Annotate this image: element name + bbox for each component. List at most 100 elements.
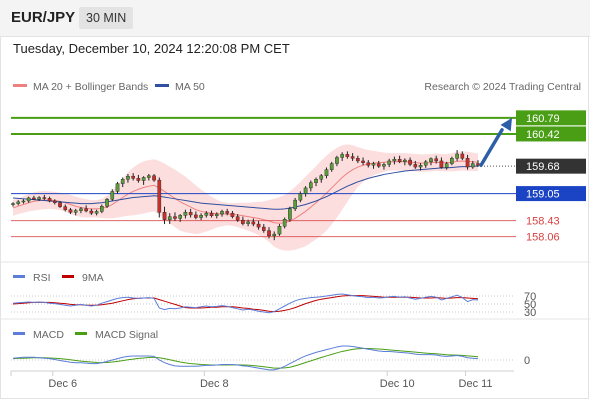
- forecast-arrow-shaft: [479, 128, 504, 168]
- candle-body: [340, 154, 344, 158]
- candle-body: [308, 182, 313, 189]
- macd-legend-swatch: [13, 332, 25, 335]
- target-level-tag: [516, 110, 586, 126]
- candle-body: [52, 200, 57, 203]
- ma50-legend-swatch: [155, 84, 169, 87]
- candle-body: [209, 212, 214, 216]
- candle-body: [235, 216, 240, 221]
- candle-body: [162, 212, 167, 220]
- last-price-tag: [516, 158, 586, 174]
- rsi-tick-label: 30: [524, 307, 536, 319]
- rsi-ma-legend-label: 9MA: [82, 272, 104, 284]
- candle-body: [47, 198, 52, 202]
- candle-body: [397, 158, 402, 163]
- x-tick-label: Dec 6: [48, 378, 77, 390]
- candle-body: [115, 183, 120, 192]
- candle-body: [282, 219, 287, 227]
- timestamp: Tuesday, December 10, 2024 12:20:08 PM C…: [13, 41, 290, 56]
- pivot-level-label: 159.05: [526, 189, 560, 201]
- candle-body: [136, 178, 141, 181]
- ma50-line: [12, 165, 478, 210]
- rsi-ma-legend-swatch: [62, 275, 74, 278]
- candle-body: [199, 215, 203, 218]
- candle-body: [42, 197, 47, 199]
- candle-body: [58, 202, 62, 207]
- candle-body: [89, 210, 94, 214]
- price-levels: [11, 116, 516, 238]
- macd-signal-line: [12, 348, 479, 369]
- candlesticks: [11, 150, 480, 241]
- candle-body: [371, 163, 376, 166]
- candle-body: [476, 163, 480, 166]
- candle-body: [387, 160, 391, 165]
- x-axis: Dec 6 Dec 8 Dec 10 Dec 11: [10, 371, 493, 390]
- support-level-label: 158.43: [526, 216, 560, 228]
- candle-body: [246, 221, 250, 224]
- candle-body: [335, 157, 339, 164]
- candle-body: [277, 226, 282, 235]
- candle-body: [178, 215, 183, 219]
- candle-body: [230, 212, 235, 217]
- macd-signal-legend-label: MACD Signal: [95, 329, 158, 341]
- candle-body: [366, 162, 371, 166]
- candle-body: [37, 197, 41, 200]
- candle-body: [241, 219, 245, 224]
- candle-body: [26, 197, 31, 202]
- target-level-label: 160.42: [526, 129, 560, 141]
- candle-body: [293, 199, 297, 210]
- ma20-legend-swatch: [13, 84, 27, 87]
- candle-body: [126, 175, 130, 180]
- candle-body: [303, 187, 308, 194]
- candle-body: [173, 216, 177, 219]
- macd-signal-legend-swatch: [75, 332, 87, 335]
- candle-body: [413, 164, 418, 168]
- candle-body: [403, 159, 407, 163]
- candle-body: [418, 165, 423, 168]
- candle-body: [225, 211, 230, 214]
- candle-body: [183, 212, 188, 216]
- candle-body: [272, 233, 277, 237]
- candle-body: [194, 214, 198, 218]
- credit-label: Research © 2024 Trading Central: [424, 81, 581, 93]
- candle-body: [256, 223, 261, 228]
- x-tick-label: Dec 10: [380, 378, 415, 390]
- candle-body: [444, 163, 449, 168]
- candle-body: [450, 158, 454, 164]
- candle-body: [141, 177, 146, 181]
- rsi-tick-label: 70: [524, 291, 536, 303]
- macd-panel: 0: [11, 345, 530, 371]
- ma20-legend-label: MA 20 + Bollinger Bands: [33, 81, 148, 93]
- candle-body: [157, 179, 162, 213]
- candle-body: [220, 211, 224, 215]
- timeframe-badge[interactable]: 30 MIN: [79, 7, 134, 29]
- ma50-legend-label: MA 50: [175, 81, 205, 93]
- macd-tick-label: 0: [524, 355, 530, 367]
- candle-body: [11, 203, 15, 205]
- candle-body: [167, 216, 172, 220]
- candle-body: [329, 163, 334, 170]
- candle-body: [298, 193, 303, 201]
- candle-body: [356, 158, 360, 162]
- rsi-legend-label: RSI: [33, 272, 51, 284]
- pivot-level-tag: [516, 186, 586, 202]
- target-level-label: 160.79: [526, 113, 560, 125]
- candle-body: [267, 230, 271, 237]
- last-price-label: 159.68: [526, 161, 560, 173]
- candle-body: [79, 208, 83, 211]
- candle-body: [100, 206, 104, 212]
- macd-line: [12, 345, 479, 371]
- candle-body: [251, 221, 256, 225]
- candle-body: [376, 163, 381, 167]
- candle-body: [361, 160, 365, 163]
- candle-body: [110, 191, 115, 200]
- forecast-arrow-head: [500, 117, 512, 132]
- candle-body: [439, 160, 444, 168]
- candle-body: [21, 200, 26, 203]
- candle-body: [470, 163, 475, 168]
- candle-body: [345, 154, 350, 157]
- rsi-legend-swatch: [13, 275, 25, 278]
- candle-body: [84, 208, 88, 212]
- bollinger-bands: [13, 144, 478, 251]
